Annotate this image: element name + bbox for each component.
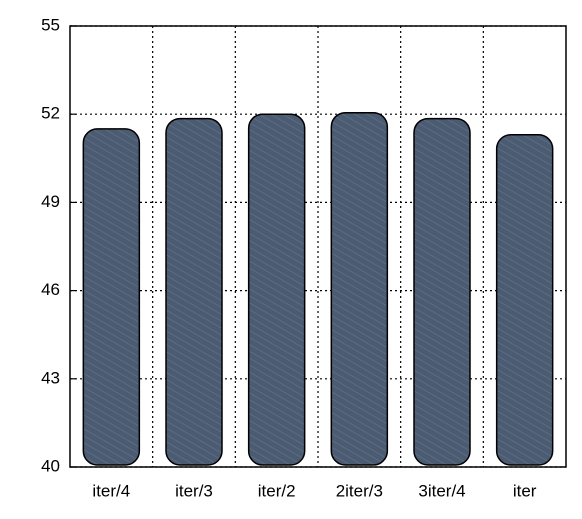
bars: [82, 111, 554, 466]
bar: [413, 117, 471, 466]
bar: [247, 113, 306, 466]
y-tick-label: 46: [41, 280, 60, 299]
x-tick-label: iter/2: [258, 481, 296, 500]
y-tick-label: 55: [41, 15, 60, 34]
bar: [165, 117, 223, 466]
y-tick-label: 49: [41, 192, 60, 211]
grid: [70, 25, 566, 468]
bar: [82, 128, 141, 466]
x-tick-label: iter: [513, 481, 537, 500]
bar: [495, 134, 554, 466]
plot-frame: [69, 25, 567, 468]
x-tick-label: 3iter/4: [418, 481, 465, 500]
x-tick-label: iter/3: [175, 481, 213, 500]
y-tick-label: 40: [41, 456, 60, 475]
y-tick-label: 43: [41, 368, 60, 387]
bar: [330, 111, 389, 466]
y-tick-label: 52: [41, 104, 60, 123]
x-tick-label: iter/4: [92, 481, 130, 500]
x-tick-label: 2iter/3: [336, 481, 383, 500]
